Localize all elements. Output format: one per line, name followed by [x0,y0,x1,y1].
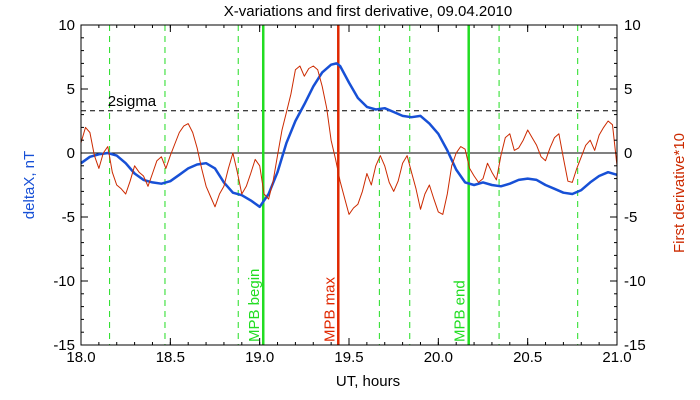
y-tick-label-right: -5 [624,209,637,226]
marker-label: MPB end [452,280,469,342]
chart-title: X-variations and first derivative, 09.04… [224,3,513,20]
marker-label: MPB begin [246,269,263,342]
plot-area: 2sigma MPB begin MPB max MPB end 18.0 18.5 19.… [53,17,645,366]
plot-frame [80,24,618,346]
series-line-deltaX [80,62,618,209]
x-tick-label: 19.5 [334,349,363,366]
x-tick-label: 21.0 [602,349,631,366]
y-tick-label-left: 0 [67,145,75,162]
x-axis-label: UT, hours [336,373,400,390]
y-axis-label-right: First derivative*10 [671,133,688,253]
y-tick-label-right: 10 [624,17,641,34]
series-line-derivative [80,65,618,215]
x-tick-label: 18.5 [156,349,185,366]
x-tick-label: 20.0 [424,349,453,366]
x-tick-label: 20.5 [513,349,542,366]
y-tick-label-right: -10 [624,273,646,290]
y-tick-label-right: 0 [624,145,632,162]
y-tick-label-left: 10 [58,17,75,34]
y-tick-label-left: -5 [62,209,75,226]
x-tick-label: 19.0 [245,349,274,366]
y-tick-label-left: -10 [53,273,75,290]
marker-label: MPB max [321,276,338,342]
x-tick-label: 18.0 [66,349,95,366]
y-tick-label-left: -15 [53,337,75,354]
y-tick-label-right: -15 [624,337,646,354]
sigma-label: 2sigma [108,93,157,110]
y-axis-label-left: deltaX, nT [21,151,38,219]
y-tick-label-right: 5 [624,81,632,98]
y-tick-label-left: 5 [67,81,75,98]
